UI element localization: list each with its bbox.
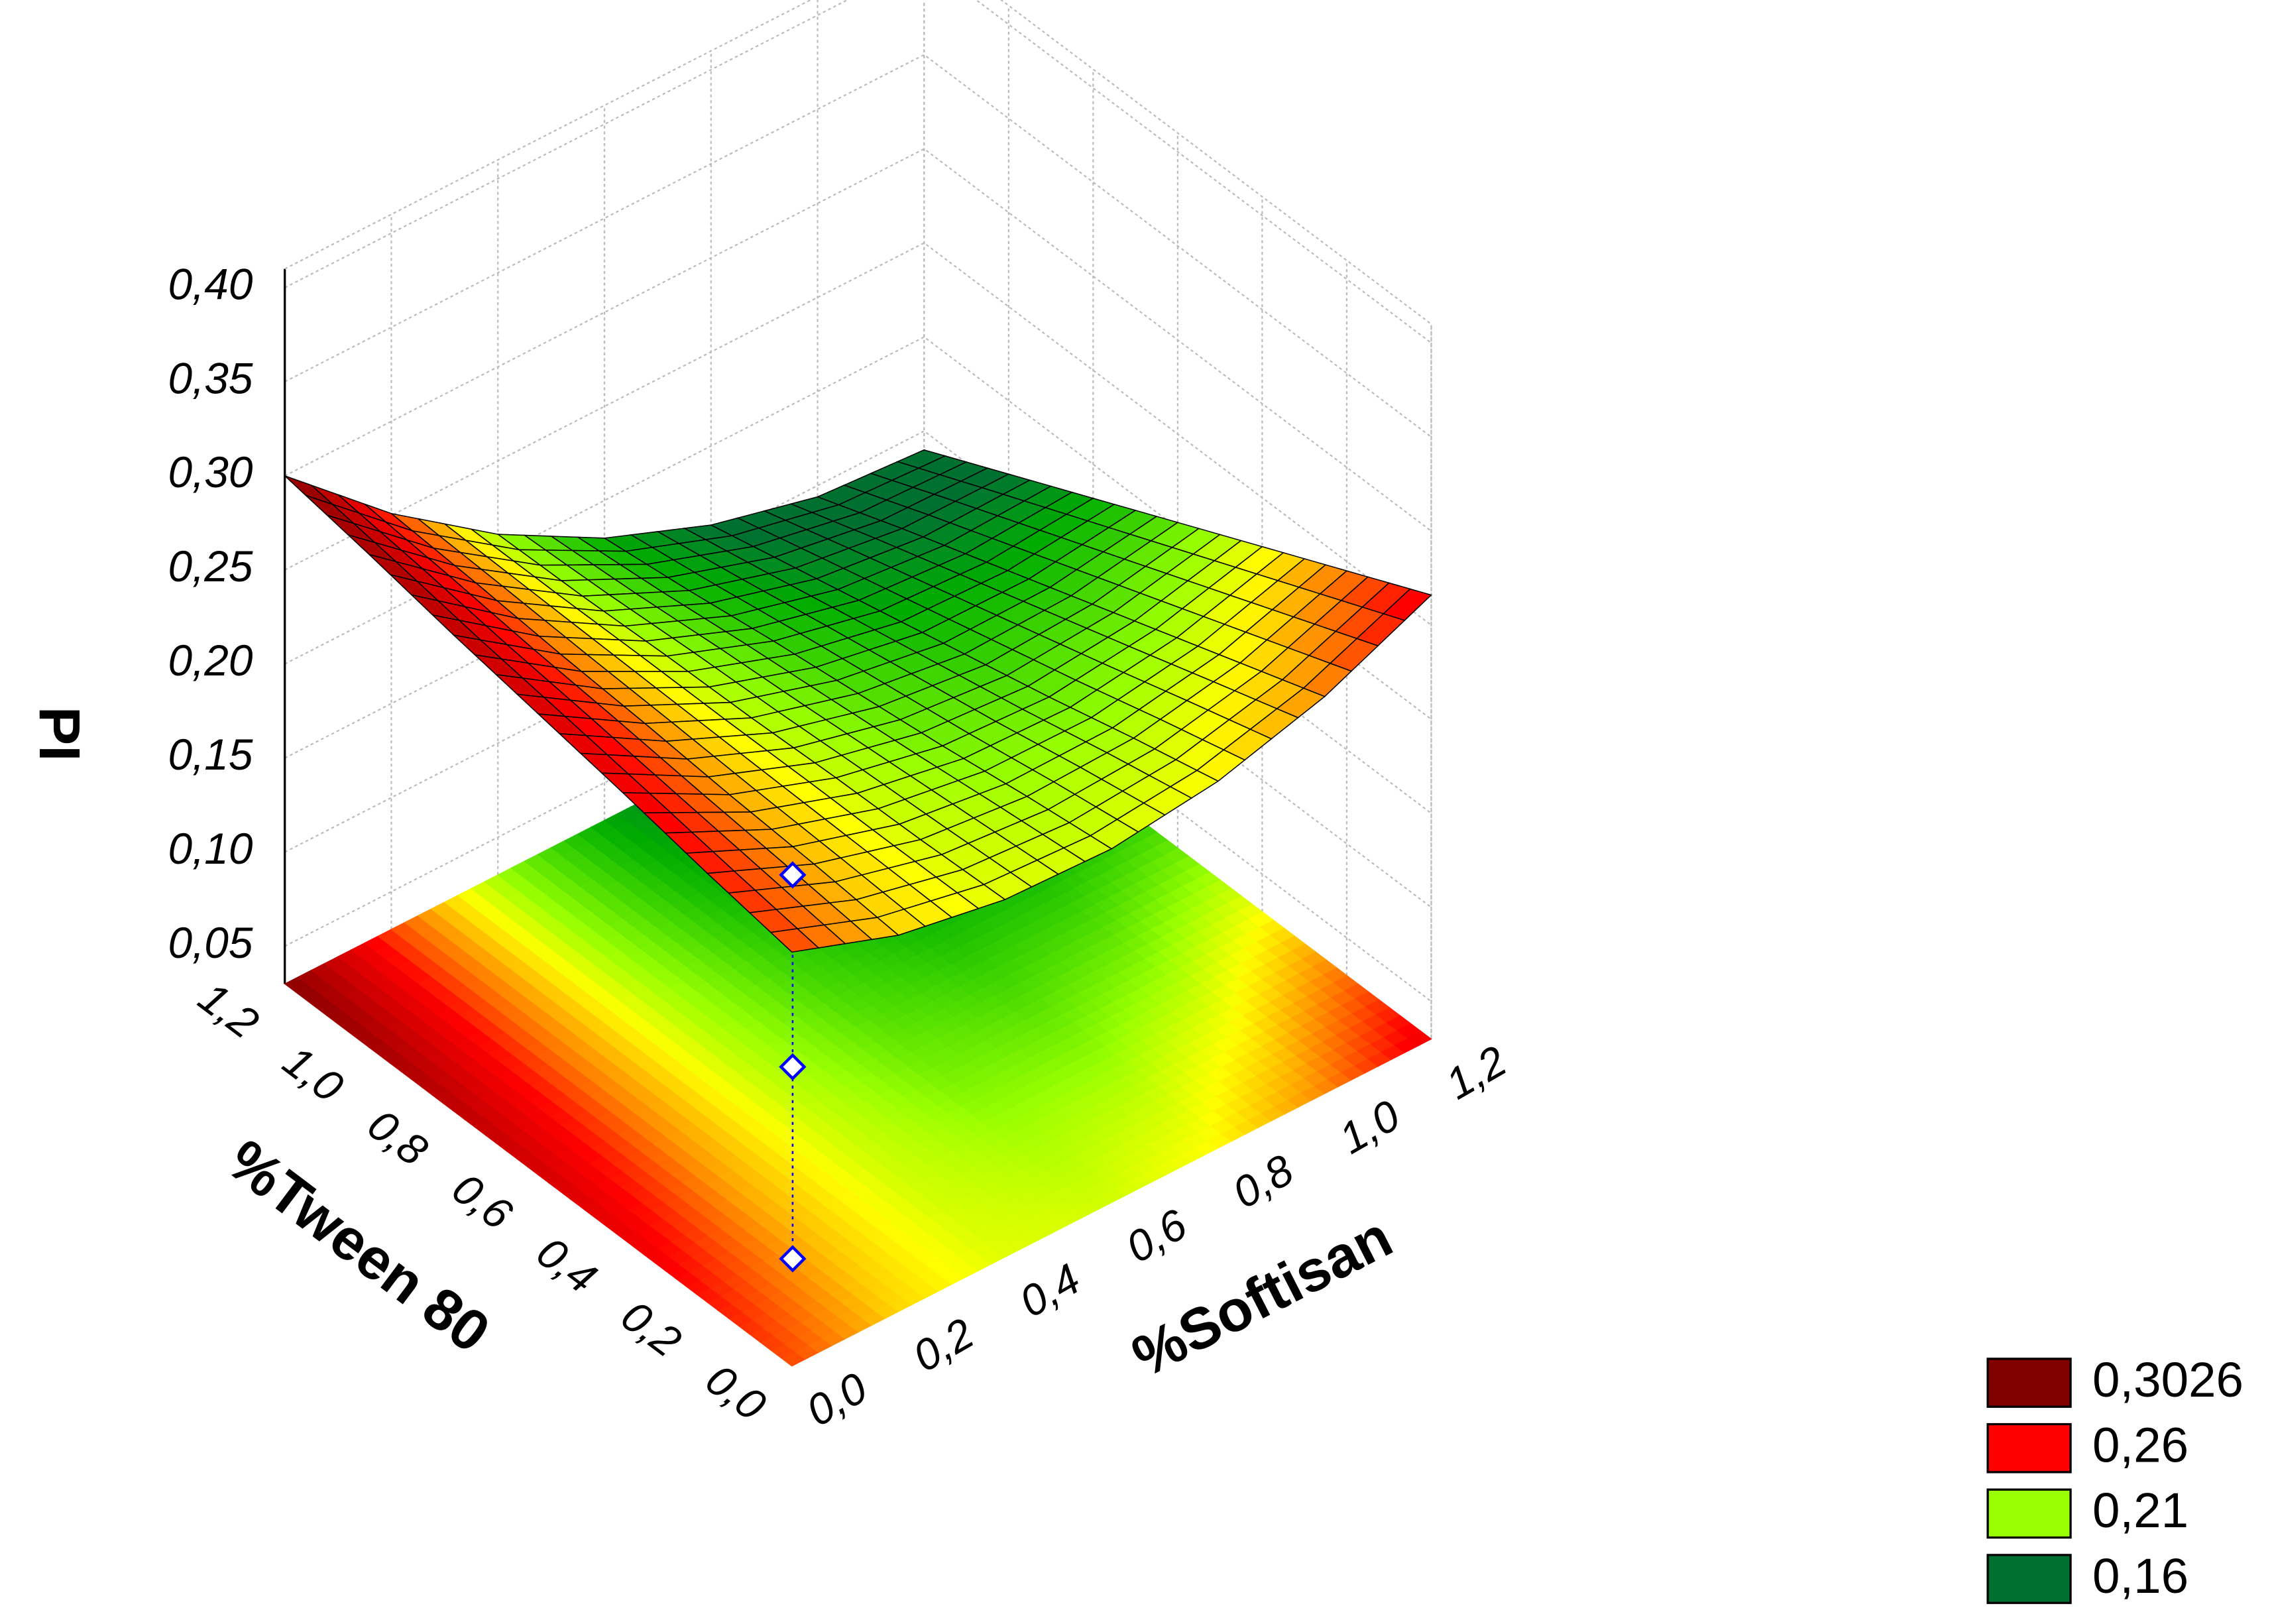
legend-label: 0,26: [2092, 1418, 2189, 1473]
z-tick-label: 0,05: [168, 918, 253, 967]
z-tick-label: 0,25: [168, 542, 253, 591]
legend-label: 0,16: [2092, 1548, 2189, 1603]
mid-marker: [779, 1053, 807, 1081]
surface: [284, 449, 1432, 953]
z-tick-label: 0,15: [168, 730, 253, 779]
z-axis-title: PI: [27, 707, 92, 762]
z-tick-label: 0,20: [168, 636, 253, 685]
data-point: [779, 861, 807, 889]
z-tick-label: 0,10: [168, 824, 253, 873]
points-low: [779, 874, 807, 1273]
legend-label: 0,21: [2092, 1483, 2189, 1538]
legend-swatch: [1986, 1554, 2072, 1604]
grid-line: [284, 54, 1432, 438]
grid-line: [284, 0, 1432, 344]
legend: 0,3026 0,26 0,21 0,16: [1986, 1352, 2244, 1604]
wall-edge: [284, 0, 1432, 1039]
grid-line: [284, 524, 1432, 908]
z-tick-label: 0,40: [168, 259, 253, 308]
legend-swatch: [1986, 1358, 2072, 1408]
surface-patch: [769, 928, 820, 953]
floor-marker: [779, 1245, 807, 1273]
points-high: [779, 861, 807, 889]
legend-swatch: [1986, 1488, 2072, 1539]
legend-swatch: [1986, 1422, 2072, 1474]
z-tick-label: 0,35: [168, 353, 253, 402]
z-tick-label: 0,30: [168, 447, 253, 496]
legend-label: 0,3026: [2092, 1352, 2244, 1407]
